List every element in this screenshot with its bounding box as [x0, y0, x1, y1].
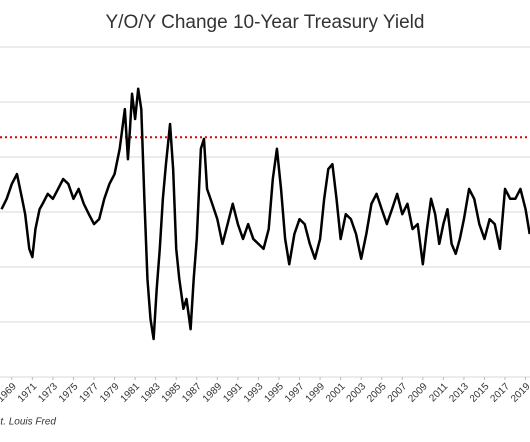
x-tick-label: 1979 [98, 381, 122, 405]
x-tick-label: 2019 [509, 381, 530, 405]
chart-title: Y/O/Y Change 10-Year Treasury Yield [106, 12, 425, 33]
x-tick-label: 1985 [160, 381, 184, 405]
x-tick-label: 2009 [406, 381, 430, 405]
x-tick-label: 1981 [119, 381, 143, 405]
x-tick-label: 2005 [365, 381, 389, 405]
x-tick-label: 1993 [242, 381, 266, 405]
x-tick-label: 1983 [139, 381, 163, 405]
x-tick-label: 1997 [283, 381, 307, 405]
source-note: Source: St. Louis Fred [0, 417, 56, 428]
x-tick-label: 2003 [345, 381, 369, 405]
x-tick-label: 1995 [262, 381, 286, 405]
x-tick-label: 1973 [36, 381, 60, 405]
x-tick-label: 1999 [304, 381, 328, 405]
x-tick-label: 2015 [468, 381, 492, 405]
x-tick-label: 1975 [57, 381, 81, 405]
x-tick-label: 1991 [221, 381, 245, 405]
data-line [0, 87, 530, 341]
x-tick-label: 2017 [489, 381, 513, 405]
x-tick-label: 1977 [77, 381, 101, 405]
x-tick-label: 1969 [0, 381, 19, 405]
x-tick-label: 2011 [427, 381, 450, 404]
x-tick-label: 1989 [201, 381, 225, 405]
x-tick-label: 2007 [386, 381, 410, 405]
x-tick-label: 2001 [324, 381, 348, 405]
x-tick-label: 2013 [447, 381, 471, 405]
x-tick-label: 1987 [180, 381, 204, 405]
x-tick-label: 1971 [16, 381, 40, 405]
